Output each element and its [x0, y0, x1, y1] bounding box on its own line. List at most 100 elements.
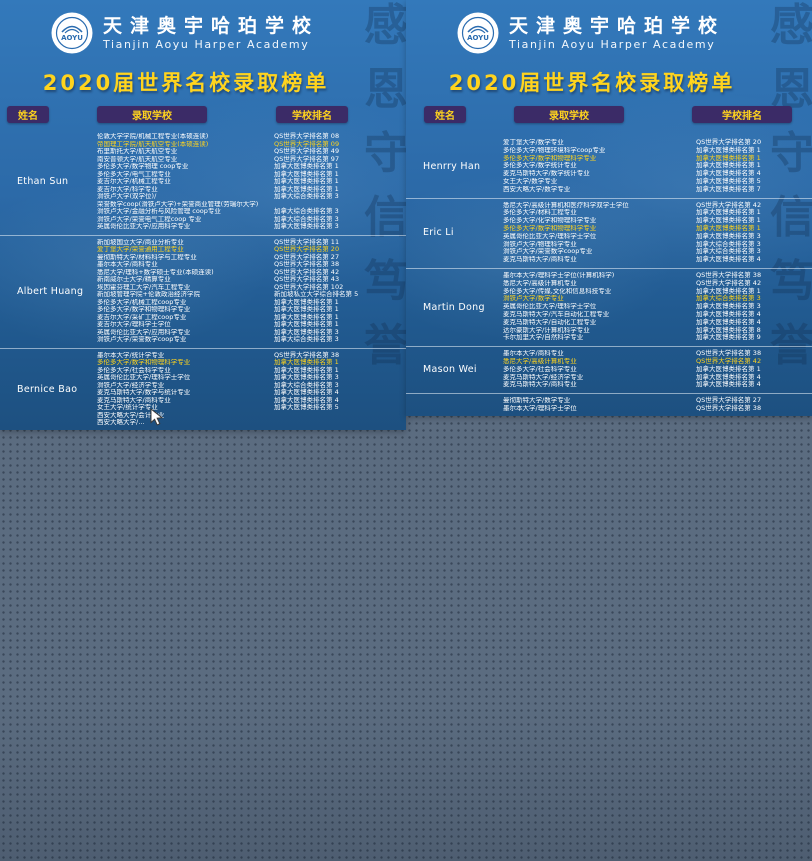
admission-school: 多伦多大学/传媒,文化和信息科技专业 [503, 287, 612, 295]
admission-row: 南安普顿大学/航天航空专业 QS世界大学排名第 97 [97, 154, 396, 164]
admission-poster-left: 感恩守信笃誉 AOYU 天津奥宇哈珀学校 Tianjin Aoyu Harper… [0, 0, 406, 430]
admission-school: 滑铁卢大学/物理科学专业 [503, 240, 577, 248]
admission-school: 麦吉尔大学/理科学士学位 [97, 321, 171, 328]
admission-row: 新南威尔士大学/精算专业 QS世界大学排名第 43 [97, 275, 396, 284]
school-rank: QS世界大学排名第 42 [274, 267, 340, 276]
admission-row: 麦吉尔大学/理科学士学位 加拿大医博类排名第 1 [97, 320, 396, 329]
admission-row: 麦克马斯特大学/商科专业 加拿大医博类排名第 4 [97, 396, 396, 405]
admission-row: 多伦多大学/数学和物理科学专业 加拿大医博类排名第 1 [503, 154, 802, 163]
school-rank: QS世界大学排名第 43 [274, 275, 340, 283]
admission-row: 多伦多大学/社会科学专业 加拿大医博类排名第 1 [503, 365, 802, 374]
school-rank: QS世界大学排名第 38 [274, 260, 340, 268]
school-rank: 加拿大综合类排名第 3 [274, 380, 339, 389]
admission-row: 麦吉尔大学/采矿工程coop专业 加拿大医博类排名第 1 [97, 312, 396, 322]
admission-row: 滑铁卢大学/经济学专业 加拿大综合类排名第 3 [97, 380, 396, 390]
admission-school: 滑铁卢大学(双学位)/ [97, 193, 157, 200]
school-rank: QS世界大学排名第 97 [274, 154, 340, 163]
student-section: Bernice Bao 墨尔本大学/统计学专业 QS世界大学排名第 38 多伦多大学/… [0, 349, 406, 431]
school-rank: QS世界大学排名第 38 [696, 403, 762, 412]
student-name: Mason Wei [423, 364, 477, 376]
poster-header: AOYU 天津奥宇哈珀学校 Tianjin Aoyu Harper Academ… [406, 0, 812, 54]
school-rank: QS世界大学排名第 11 [274, 237, 340, 246]
admission-row: 荣誉数学coop(滑铁卢大学)+荣誉商业管理(劳瑞尔大学) [97, 201, 396, 209]
student-name: Albert Huang [17, 285, 84, 297]
school-rank: QS世界大学排名第 38 [696, 349, 762, 358]
admission-school: 女王大学/统计学专业 [97, 404, 158, 411]
school-rank: QS世界大学排名第 49 [274, 147, 340, 155]
student-section: Mason Wei 墨尔本大学/商科专业 QS世界大学排名第 38 悉尼大学/高级计算… [406, 347, 812, 395]
admission-school: 布里斯托大学/航天航空专业 [97, 148, 178, 155]
school-rank: 加拿大医博类排名第 4 [696, 309, 761, 318]
admission-school: 多伦多大学/数学统计专业 [503, 162, 577, 170]
school-rank: 加拿大医博类排名第 1 [274, 177, 339, 185]
admission-row: 爱丁堡大学/荣誉通用工程专业 QS世界大学排名第 20 [97, 245, 396, 254]
admission-school: 英属哥伦比亚大学/理科学士学位 [503, 232, 597, 240]
school-rank: 加拿大医博类排名第 1 [696, 216, 761, 225]
admission-row: 多伦多大学/数学和物理科学专业 加拿大医博类排名第 1 [97, 305, 396, 314]
admission-row: 多伦多大学/数学和物理科学专业 加拿大医博类排名第 1 [503, 224, 802, 233]
admission-row: 麦吉尔大学/科学专业 加拿大医博类排名第 1 [97, 185, 396, 194]
admission-row: 悉尼大学/高级计算机专业 QS世界大学排名第 42 [503, 278, 802, 288]
admission-school: 墨尔本大学/理科学士学位(计算机科学) [503, 271, 615, 279]
admissions-table: Ethan Sun 伦敦大学学院/机械工程专业(本硕连读) QS世界大学排名第 08… [0, 130, 406, 430]
admission-row: 墨尔本大学/统计学专业 QS世界大学排名第 38 [97, 351, 396, 360]
admission-row: 滑铁卢大学/荣誉数学coop专业 加拿大综合类排名第 3 [503, 248, 802, 256]
admission-row: 滑铁卢大学/荣誉数学coop专业 加拿大综合类排名第 3 [97, 335, 396, 344]
admission-school: 新加坡国立大学/商业分析专业 [97, 238, 184, 246]
admission-row: 女王大学/统计学专业 加拿大医博类排名第 5 [97, 403, 396, 412]
poster-title: 2020届世界名校录取榜单 [42, 71, 330, 95]
admission-school: 滑铁卢大学/金融分析与风险管理 coop专业 [97, 208, 221, 215]
admission-school: 滑铁卢大学/荣誉数学coop专业 [503, 248, 593, 256]
admission-row: 麦克马斯特大学/商科专业 加拿大医博类排名第 4 [503, 381, 802, 389]
admission-school: 爱丁堡大学/荣誉通用工程专业 [97, 246, 184, 253]
admission-school: 悉尼大学/高级计算机专业 [503, 279, 577, 287]
school-rank: 加拿大医博类排名第 1 [696, 145, 761, 154]
school-rank: QS世界大学排名第 08 [274, 132, 340, 140]
school-rank: 加拿大医博类排名第 4 [696, 169, 761, 178]
school-rank: 加拿大医博类排名第 1 [274, 312, 339, 321]
admission-school: 麦克马斯特大学/数学与统计专业 [97, 389, 191, 396]
school-name-en: Tianjin Aoyu Harper Academy [102, 37, 310, 51]
admission-school: 女王大学/数学专业 [503, 177, 558, 185]
admission-row: 英属哥伦比亚大学/应用科学专业 加拿大医博类排名第 3 [97, 327, 396, 337]
admission-school: 曼彻斯特大学/材料科学与工程专业 [97, 253, 197, 261]
admission-row: 多伦多大学/数学和物理科学专业 加拿大医博类排名第 1 [97, 358, 396, 367]
student-section: Eric Li 悉尼大学/高级计算机和医疗科学双学士学位 QS世界大学排名第 42 多… [406, 199, 812, 269]
school-rank: QS世界大学排名第 27 [274, 252, 340, 261]
admission-school: 多伦多大学/化学和物理科学专业 [503, 217, 597, 225]
admission-row: 滑铁卢大学(双学位)/ 加拿大综合类排名第 3 [97, 192, 396, 201]
admission-school: 英属哥伦比亚大学/应用科学专业 [97, 328, 191, 336]
admission-row: 悉尼大学/理科+数学硕士专业(本硕连读) QS世界大学排名第 42 [97, 267, 396, 277]
admission-row: 英属哥伦比亚大学/应用科学专业 加拿大医博类排名第 3 [97, 222, 396, 231]
student-section: Henrry Han 爱丁堡大学/数学专业 QS世界大学排名第 20 多伦多大学/物理… [406, 136, 812, 199]
school-rank: QS世界大学排名第 42 [696, 200, 762, 209]
student-name: Martin Dong [423, 301, 485, 313]
svg-text:AOYU: AOYU [467, 34, 489, 42]
admission-school: 麦克马斯特大学/数学统计专业 [503, 170, 590, 178]
school-rank: 加拿大综合类排名第 3 [696, 247, 761, 256]
admission-school: 麦吉尔大学/机械工程专业 [97, 178, 171, 185]
mouse-cursor [150, 408, 164, 426]
school-rank: 加拿大医博类排名第 3 [274, 327, 339, 336]
admission-school: 英属哥伦比亚大学/理科学士学位 [97, 374, 191, 381]
admission-school: 麦克马斯特大学/经济学专业 [503, 373, 584, 381]
column-header-name: 姓名 [7, 106, 49, 123]
admission-row: 麦克马斯特大学/商科专业 加拿大医博类排名第 4 [503, 255, 802, 264]
admission-school: 滑铁卢大学/荣誉数学coop专业 [97, 336, 187, 343]
admission-school: 荣誉数学coop(滑铁卢大学)+荣誉商业管理(劳瑞尔大学) [97, 200, 259, 208]
admission-school: 卡尔加里大学/自然科学专业 [503, 334, 584, 342]
admission-school: 多伦多大学/材料工程专业 [503, 209, 577, 217]
school-rank: 加拿大医博类排名第 4 [696, 255, 761, 264]
school-rank: QS世界大学排名第 42 [696, 278, 762, 287]
admission-row: 英属哥伦比亚大学/理科学士学位 加拿大医博类排名第 3 [503, 232, 802, 241]
admission-poster-right: 感恩守信笃誉 AOYU 天津奥宇哈珀学校 Tianjin Aoyu Harper… [406, 0, 812, 416]
admission-row: 曼彻斯特大学/数学专业 QS世界大学排名第 27 [503, 396, 802, 405]
admission-school: 麦吉尔大学/采矿工程coop专业 [97, 313, 187, 321]
admission-row: 麦克马斯特大学/数学与统计专业 加拿大医博类排名第 4 [97, 388, 396, 397]
student-name: Henrry Han [423, 160, 481, 172]
school-rank: 加拿大医博类排名第 1 [696, 161, 761, 170]
admission-row: 滑铁卢大学/金融分析与风险管理 coop专业 加拿大综合类排名第 3 [97, 207, 396, 216]
admission-row: 英属哥伦比亚大学/理科学士学位 加拿大医博类排名第 3 [503, 302, 802, 311]
column-header-school: 录取学校 [97, 106, 207, 123]
school-rank: 加拿大医博类排名第 1 [274, 169, 339, 178]
